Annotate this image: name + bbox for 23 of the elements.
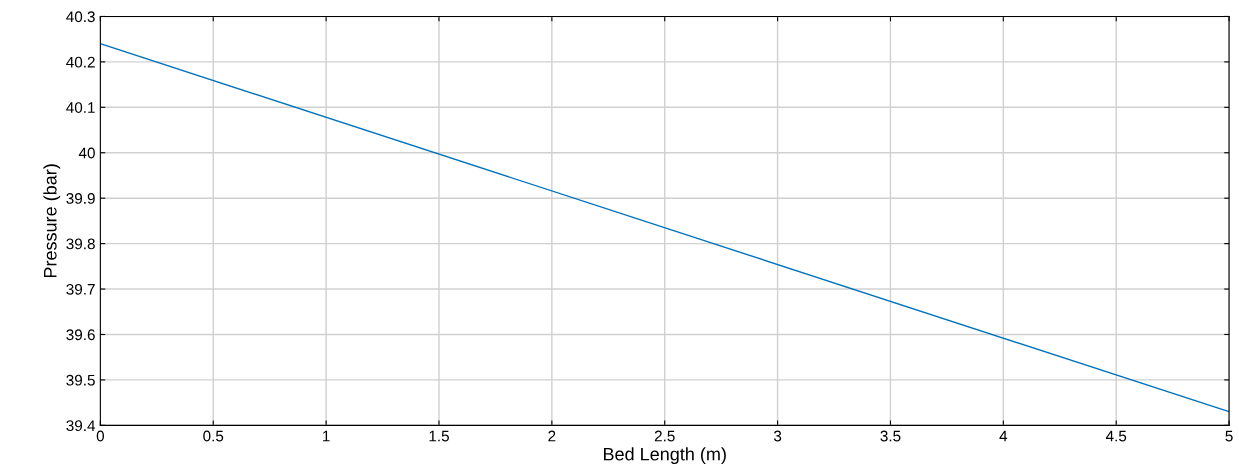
x-tick-label: 0.5 <box>203 430 224 442</box>
y-tick-label: 39.5 <box>66 374 95 386</box>
x-tick-label: 0 <box>96 430 105 442</box>
y-tick-label: 39.6 <box>66 329 95 341</box>
x-tick-label: 2.5 <box>654 430 675 442</box>
x-tick-label: 1.5 <box>429 430 449 442</box>
y-axis-title: Pressure (bar) <box>43 164 61 278</box>
x-tick-label: 4.5 <box>1105 430 1127 442</box>
y-tick-label: 40.2 <box>66 56 95 68</box>
x-tick-label: 4 <box>999 430 1008 442</box>
x-tick-label: 1 <box>323 430 330 442</box>
x-tick-label: 5 <box>1225 430 1233 442</box>
x-axis-title: Bed Length (m) <box>603 447 726 465</box>
x-tick-label: 3.5 <box>880 430 901 442</box>
x-tick-label: 2 <box>548 430 556 442</box>
y-tick-label: 39.7 <box>66 283 95 295</box>
x-tick-label: 3 <box>773 430 782 442</box>
y-tick-label: 39.4 <box>66 420 96 432</box>
y-tick-label: 39.8 <box>66 238 95 250</box>
y-tick-label: 40.1 <box>66 102 95 113</box>
y-tick-label: 39.9 <box>66 193 95 204</box>
y-tick-label: 40 <box>78 147 95 159</box>
y-tick-label: 40.3 <box>66 11 95 23</box>
